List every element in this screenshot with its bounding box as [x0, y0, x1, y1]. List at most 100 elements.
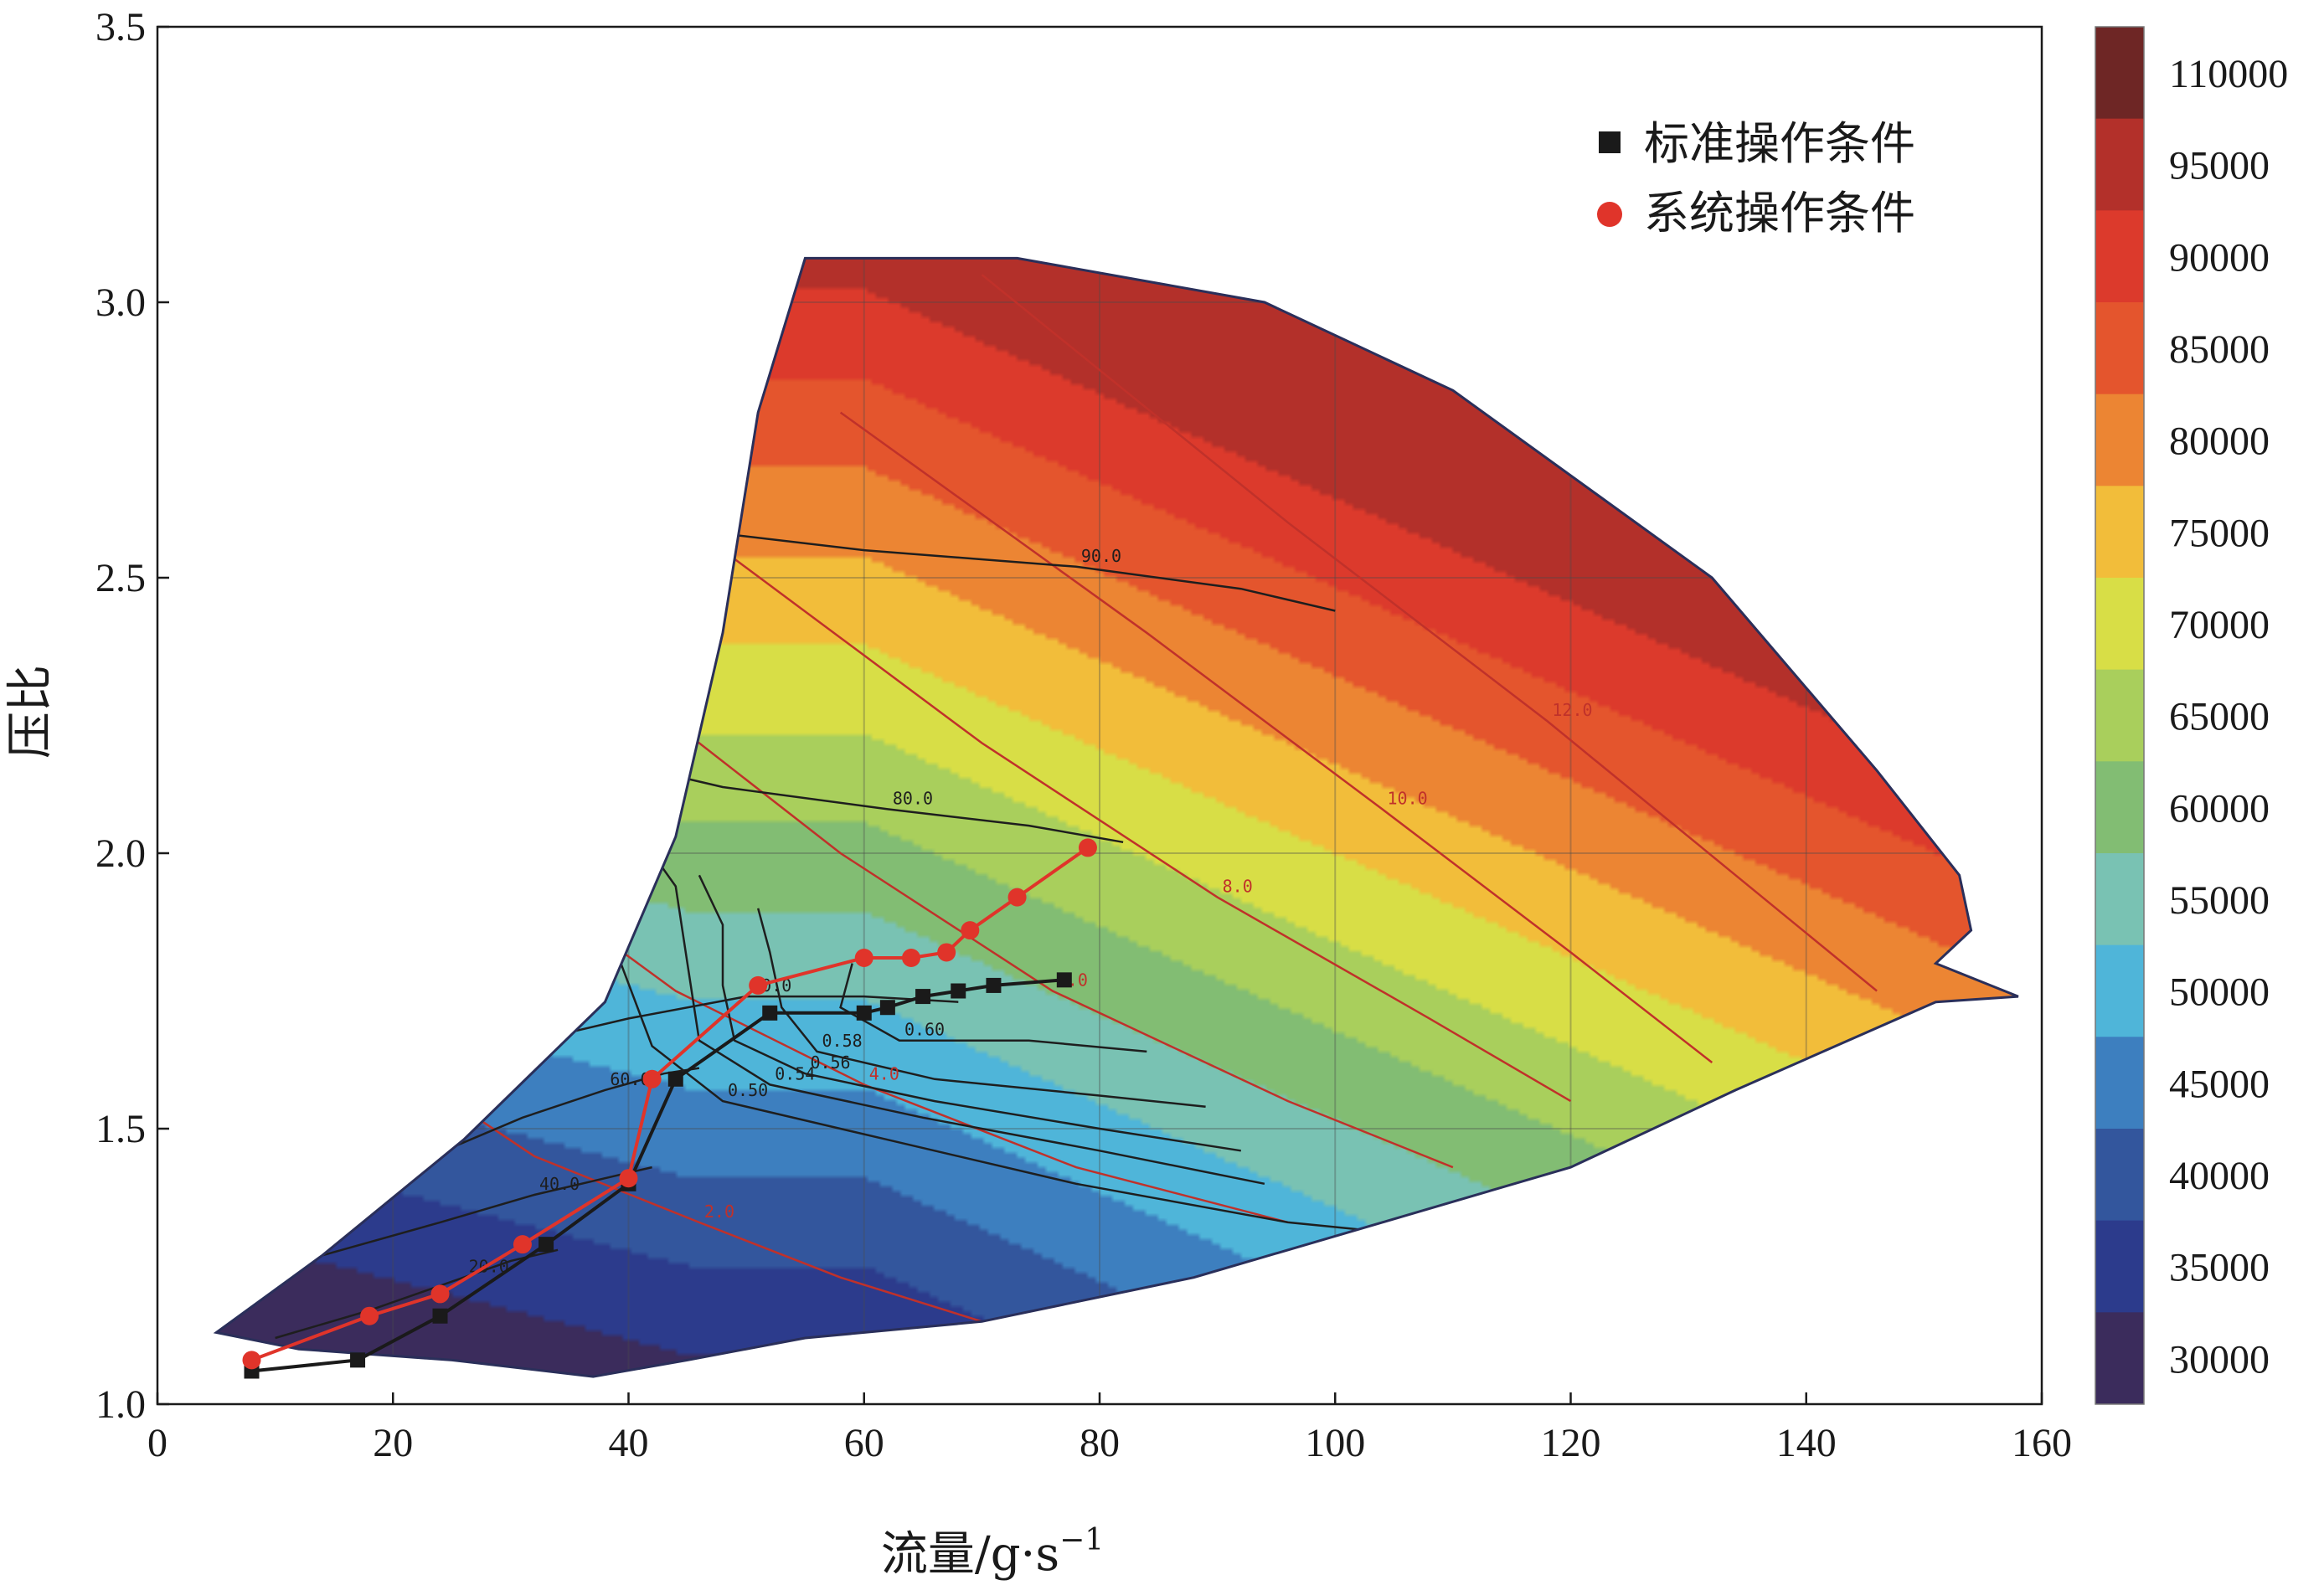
- y-tick-label: 3.0: [95, 280, 146, 325]
- point-system: [513, 1235, 532, 1254]
- flow-line: [839, 411, 1713, 1063]
- point-system: [642, 1069, 662, 1088]
- y-tick-label: 1.5: [95, 1107, 146, 1151]
- point-standard: [915, 989, 931, 1005]
- point-standard: [986, 977, 1002, 993]
- colorbar-cell: [2095, 118, 2144, 211]
- colorbar-cell: [2095, 1220, 2144, 1313]
- x-tick-label: 40: [609, 1421, 649, 1465]
- x-axis-title-main: 流量/g·s: [881, 1527, 1059, 1582]
- point-system: [360, 1306, 379, 1325]
- point-standard: [762, 1005, 778, 1021]
- colorbar-label: 110000: [2169, 52, 2288, 96]
- colorbar-cell: [2095, 853, 2144, 946]
- colorbar-label: 40000: [2169, 1154, 2270, 1198]
- point-standard: [538, 1237, 554, 1253]
- point-standard: [856, 1005, 872, 1021]
- x-axis: 0 20 40 60 80 100 120 140 160: [147, 1392, 2072, 1465]
- point-system: [902, 949, 920, 968]
- y-axis: 1.0 1.5 2.0 2.5 3.0 3.5: [95, 5, 169, 1427]
- point-standard: [667, 1071, 683, 1087]
- colorbar-label: 45000: [2169, 1062, 2270, 1106]
- map-boundary: [213, 256, 2019, 1378]
- efficiency-label: 0.54: [775, 1063, 815, 1083]
- x-tick-label: 80: [1080, 1421, 1120, 1465]
- colorbar-label: 65000: [2169, 695, 2270, 739]
- point-standard: [1056, 972, 1072, 988]
- colorbar-label: 90000: [2169, 235, 2270, 280]
- colorbar-cell: [2095, 1312, 2144, 1405]
- legend-label-system: 系统操作条件: [1644, 187, 1915, 239]
- colorbar-cell: [2095, 578, 2144, 671]
- efficiency-line: [698, 874, 1241, 1152]
- point-system: [619, 1169, 638, 1188]
- efficiency-line: [839, 963, 1147, 1053]
- colorbar-cell: [2095, 27, 2144, 120]
- colorbar-cell: [2095, 761, 2144, 854]
- x-tick-label: 160: [2012, 1421, 2072, 1465]
- x-tick-label: 20: [373, 1421, 413, 1465]
- colorbar-label: 35000: [2169, 1246, 2270, 1290]
- colorbar-label: 85000: [2169, 327, 2270, 372]
- colorbar-cell: [2095, 1129, 2144, 1222]
- point-system: [749, 975, 768, 995]
- colorbar-cell: [2095, 486, 2144, 579]
- speed-label: 40.0: [539, 1174, 580, 1194]
- flow-label: 12.0: [1552, 700, 1592, 720]
- colorbar-label: 55000: [2169, 878, 2270, 923]
- point-system: [961, 921, 980, 940]
- x-tick-label: 120: [1541, 1421, 1601, 1465]
- point-system: [242, 1351, 261, 1370]
- x-tick-label: 60: [844, 1421, 884, 1465]
- point-standard: [951, 983, 966, 999]
- point-system: [854, 949, 873, 968]
- point-system: [1007, 888, 1027, 907]
- colorbar-frame: [2095, 26, 2145, 1405]
- colorbar-label: 30000: [2169, 1337, 2270, 1382]
- colorbar-label: 95000: [2169, 144, 2270, 188]
- point-system: [1078, 838, 1097, 857]
- x-tick-label: 100: [1305, 1421, 1365, 1465]
- colorbar-cell: [2095, 394, 2144, 486]
- y-tick-label: 2.0: [95, 831, 146, 876]
- colorbar: 110000 95000 90000 85000 80000 75000 70000 6500…: [2095, 26, 2288, 1405]
- speed-line: [628, 521, 1336, 612]
- point-standard: [432, 1308, 448, 1324]
- colorbar-label: 70000: [2169, 603, 2270, 647]
- operating-lines: [242, 838, 1097, 1379]
- efficiency-label: 0.60: [904, 1020, 945, 1040]
- colorbar-cell: [2095, 210, 2144, 303]
- speed-label: 80.0: [893, 788, 933, 808]
- colorbar-cell: [2095, 1037, 2144, 1130]
- y-tick-label: 1.0: [95, 1382, 146, 1427]
- legend-label-standard: 标准操作条件: [1644, 117, 1915, 170]
- colorbar-label: 80000: [2169, 419, 2270, 464]
- point-standard: [879, 1000, 895, 1016]
- point-system: [430, 1284, 450, 1304]
- flow-line: [981, 274, 1878, 992]
- x-axis-title-superscript: −1: [1059, 1523, 1104, 1557]
- colorbar-label: 50000: [2169, 970, 2270, 1015]
- flow-label: 8.0: [1223, 877, 1253, 897]
- colorbar-cell: [2095, 669, 2144, 762]
- point-system: [937, 943, 956, 962]
- legend-marker-system: [1597, 202, 1622, 227]
- speed-label: 90.0: [1081, 546, 1121, 566]
- flow-label: 2.0: [704, 1202, 734, 1222]
- y-tick-label: 2.5: [95, 556, 146, 600]
- efficiency-label: 0.56: [810, 1052, 850, 1073]
- efficiency-line: [756, 908, 1206, 1108]
- y-axis-title: 压比: [3, 665, 58, 759]
- y-tick-label: 3.5: [95, 5, 146, 49]
- legend: 标准操作条件 系统操作条件: [1597, 117, 1915, 239]
- flow-label: 10.0: [1388, 788, 1428, 808]
- x-axis-title: 流量/g·s−1: [881, 1523, 1104, 1582]
- flow-line: [627, 687, 1454, 1169]
- flow-label: 4.0: [869, 1063, 899, 1083]
- efficiency-label: 0.50: [728, 1080, 768, 1100]
- point-standard: [350, 1352, 366, 1368]
- x-tick-label: 140: [1776, 1421, 1837, 1465]
- efficiency-label: 0.58: [822, 1031, 863, 1051]
- colorbar-label: 75000: [2169, 511, 2270, 555]
